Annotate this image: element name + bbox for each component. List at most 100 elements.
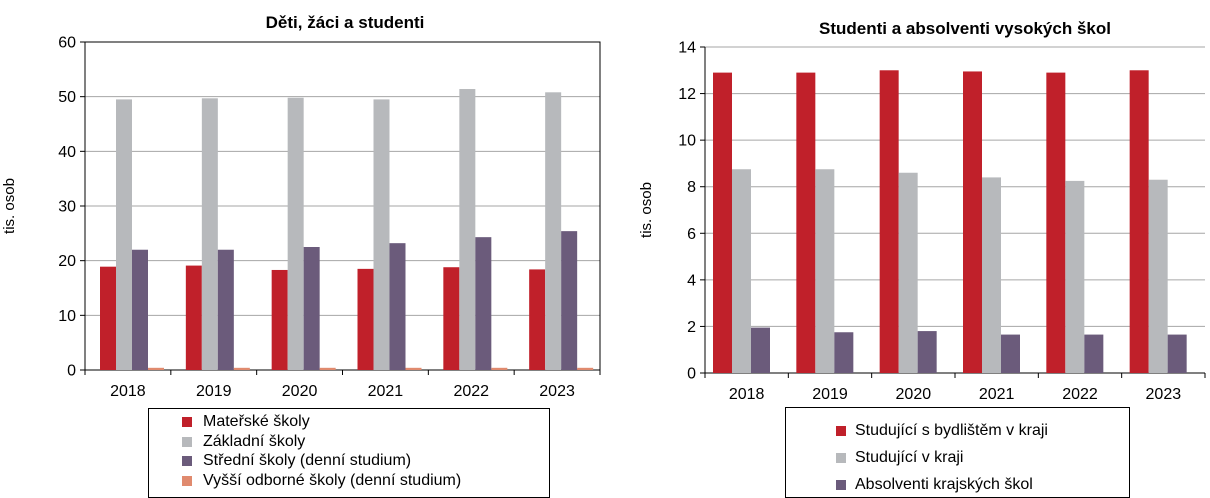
chart-left-bar-2-2018 — [116, 99, 132, 371]
chart-left-bar-2-2020 — [287, 97, 304, 370]
chart-left-bar-3-2022 — [475, 237, 492, 370]
chart-right-bar-3-2018 — [751, 327, 770, 373]
chart-left-bar-1-2019 — [185, 265, 202, 370]
chart-left-bar-1-2023 — [529, 269, 546, 370]
chart-right-legend: Studující s bydlištěm v kraji Studující v… — [785, 407, 1130, 498]
chart-left-legend-swatch — [182, 436, 192, 447]
chart-left-y-tick-label: 10 — [58, 308, 76, 325]
chart-right: Studenti a absolventi vysokých škol tis. … — [638, 19, 1206, 403]
chart-left-legend-label: Základní školy — [203, 432, 306, 450]
chart-right-bar-2-2020 — [898, 172, 918, 373]
chart-right-legend-item: Absolventi krajských škol — [786, 475, 1129, 495]
chart-left-x-tick-label: 2018 — [110, 383, 146, 400]
chart-right-bar-2-2023 — [1148, 179, 1168, 373]
chart-left-bar-4-2023 — [577, 367, 594, 370]
chart-left-bar-1-2020 — [271, 269, 288, 370]
chart-right-legend-item: Studující v kraji — [786, 448, 1129, 468]
chart-left-legend-item: Základní školy — [149, 432, 549, 452]
chart-left-y-tick-label: 40 — [58, 144, 76, 161]
chart-left-y-axis-label: tis. osob — [1, 178, 18, 234]
chart-left-bar-3-2021 — [389, 243, 406, 370]
chart-right-legend-label: Absolventi krajských škol — [855, 476, 1033, 493]
chart-right-bar-3-2022 — [1084, 334, 1104, 373]
chart-left: Děti, žáci a studenti tis. osob 0 10 20 30 40 5… — [1, 13, 601, 400]
chart-left-x-tick-label: 2023 — [539, 383, 575, 400]
chart-right-x-tick-label: 2021 — [979, 386, 1015, 403]
chart-left-legend-label: Střední školy (denní studium) — [203, 452, 412, 469]
chart-left-panel: Děti, žáci a studenti tis. osob 0 10 20 30 40 5… — [1, 13, 601, 498]
chart-left-bar-4-2020 — [319, 367, 336, 370]
chart-left-legend-item: Vyšší odborné školy (denní studium) — [149, 471, 549, 491]
chart-right-y-tick-label: 2 — [687, 319, 696, 336]
chart-left-bar-4-2018 — [148, 367, 164, 370]
chart-left-legend-label: Mateřské školy — [203, 413, 310, 430]
chart-left-y-tick-label: 0 — [67, 363, 76, 380]
chart-right-bar-3-2023 — [1167, 334, 1187, 373]
chart-right-x-tick-label: 2022 — [1062, 386, 1098, 403]
chart-left-y-tick-label: 60 — [58, 35, 76, 52]
chart-right-y-tick-label: 0 — [687, 366, 696, 383]
chart-left-legend-item: Střední školy (denní studium) — [149, 451, 549, 471]
chart-left-y-tick-label: 30 — [58, 199, 76, 216]
chart-left-y-tick-label: 50 — [58, 89, 76, 106]
chart-left-legend-label: Vyšší odborné školy (denní studium) — [203, 471, 462, 489]
chart-left-bar-3-2023 — [561, 231, 578, 370]
chart-right-panel: Studenti a absolventi vysokých škol tis. … — [605, 0, 1210, 498]
chart-right-bar-3-2021 — [1001, 334, 1020, 373]
chart-right-bar-1-2021 — [963, 71, 982, 373]
chart-right-legend-label: Studující v kraji — [855, 449, 964, 466]
chart-right-bar-1-2023 — [1129, 70, 1149, 374]
chart-left-x-tick-label: 2022 — [453, 383, 489, 400]
chart-left-bar-2-2019 — [201, 98, 218, 370]
chart-right-y-tick-label: 14 — [678, 40, 696, 57]
chart-right-legend-swatch — [836, 426, 846, 436]
chart-left-bar-2-2022 — [459, 89, 476, 370]
chart-right-y-tick-label: 10 — [678, 133, 696, 150]
chart-left-x-tick-label: 2021 — [368, 383, 404, 400]
chart-left-bar-1-2021 — [357, 268, 374, 370]
chart-left-bar-4-2022 — [491, 367, 508, 370]
chart-left-bar-3-2020 — [303, 247, 320, 370]
chart-right-legend-swatch — [836, 480, 846, 490]
chart-left-legend-swatch — [182, 456, 192, 466]
chart-right-bar-3-2019 — [834, 332, 854, 373]
chart-left-bar-1-2018 — [100, 266, 116, 370]
chart-right-bar-2-2021 — [982, 177, 1001, 373]
chart-right-y-tick-label: 12 — [678, 86, 696, 103]
chart-right-x-tick-label: 2019 — [812, 386, 848, 403]
chart-left-x-tick-label: 2019 — [196, 383, 232, 400]
chart-left-bar-4-2021 — [405, 367, 422, 370]
chart-left-y-tick-label: 20 — [58, 253, 76, 270]
chart-right-y-tick-label: 4 — [687, 272, 696, 289]
chart-left-bar-3-2019 — [217, 249, 234, 370]
chart-left-x-tick-label: 2020 — [282, 383, 318, 400]
chart-right-bar-1-2019 — [796, 72, 816, 373]
chart-right-title: Studenti a absolventi vysokých škol — [819, 19, 1111, 38]
chart-right-y-tick-label: 6 — [687, 226, 696, 243]
chart-right-bar-1-2020 — [879, 70, 899, 374]
chart-left-legend-item: Mateřské školy — [149, 412, 549, 432]
chart-right-legend-item: Studující s bydlištěm v kraji — [786, 421, 1129, 441]
chart-left-bar-1-2022 — [443, 267, 460, 370]
chart-right-bar-1-2022 — [1046, 72, 1066, 373]
chart-right-x-tick-label: 2023 — [1146, 386, 1182, 403]
chart-left-legend: Mateřské školy Základní školy Střední škol… — [148, 408, 550, 498]
chart-left-legend-swatch — [182, 417, 192, 427]
chart-left-bar-3-2018 — [132, 249, 148, 370]
chart-left-bar-2-2023 — [545, 92, 562, 370]
chart-right-y-axis-label: tis. osob — [638, 182, 655, 238]
chart-right-bar-2-2018 — [732, 169, 751, 373]
chart-left-bar-4-2019 — [233, 367, 250, 370]
chart-left-title: Děti, žáci a studenti — [266, 13, 425, 32]
chart-right-x-tick-label: 2018 — [729, 386, 765, 403]
chart-right-y-tick-label: 8 — [687, 179, 696, 196]
chart-right-bar-1-2018 — [713, 72, 732, 373]
chart-right-x-tick-label: 2020 — [896, 386, 932, 403]
chart-right-bar-2-2019 — [815, 169, 835, 373]
chart-right-legend-label: Studující s bydlištěm v kraji — [855, 422, 1048, 439]
chart-right-bar-2-2022 — [1065, 180, 1085, 373]
chart-left-bar-2-2021 — [373, 99, 390, 371]
chart-right-bar-3-2020 — [917, 331, 937, 373]
chart-right-legend-swatch — [836, 453, 846, 463]
chart-left-legend-swatch — [182, 475, 192, 486]
